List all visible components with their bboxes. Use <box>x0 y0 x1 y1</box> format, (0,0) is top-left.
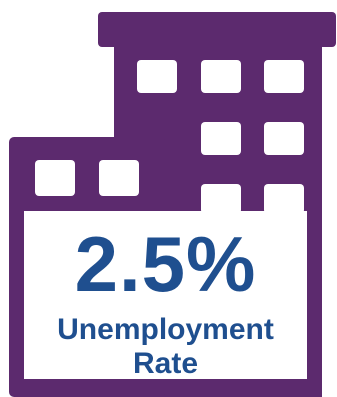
window <box>201 122 241 155</box>
window <box>35 160 75 196</box>
window <box>264 122 304 155</box>
tall-building-roof <box>98 12 336 47</box>
stat-panel <box>24 211 307 379</box>
stat-panel-content: 2.5% Unemployment Rate <box>24 211 307 380</box>
window <box>264 60 304 93</box>
stat-label-line-1: Unemployment <box>57 313 274 346</box>
window <box>264 184 304 214</box>
window <box>201 60 241 93</box>
stat-value: 2.5% <box>74 220 257 308</box>
window <box>201 184 241 214</box>
window <box>137 60 177 93</box>
window <box>99 160 139 196</box>
stat-label-line-2: Rate <box>132 347 199 380</box>
